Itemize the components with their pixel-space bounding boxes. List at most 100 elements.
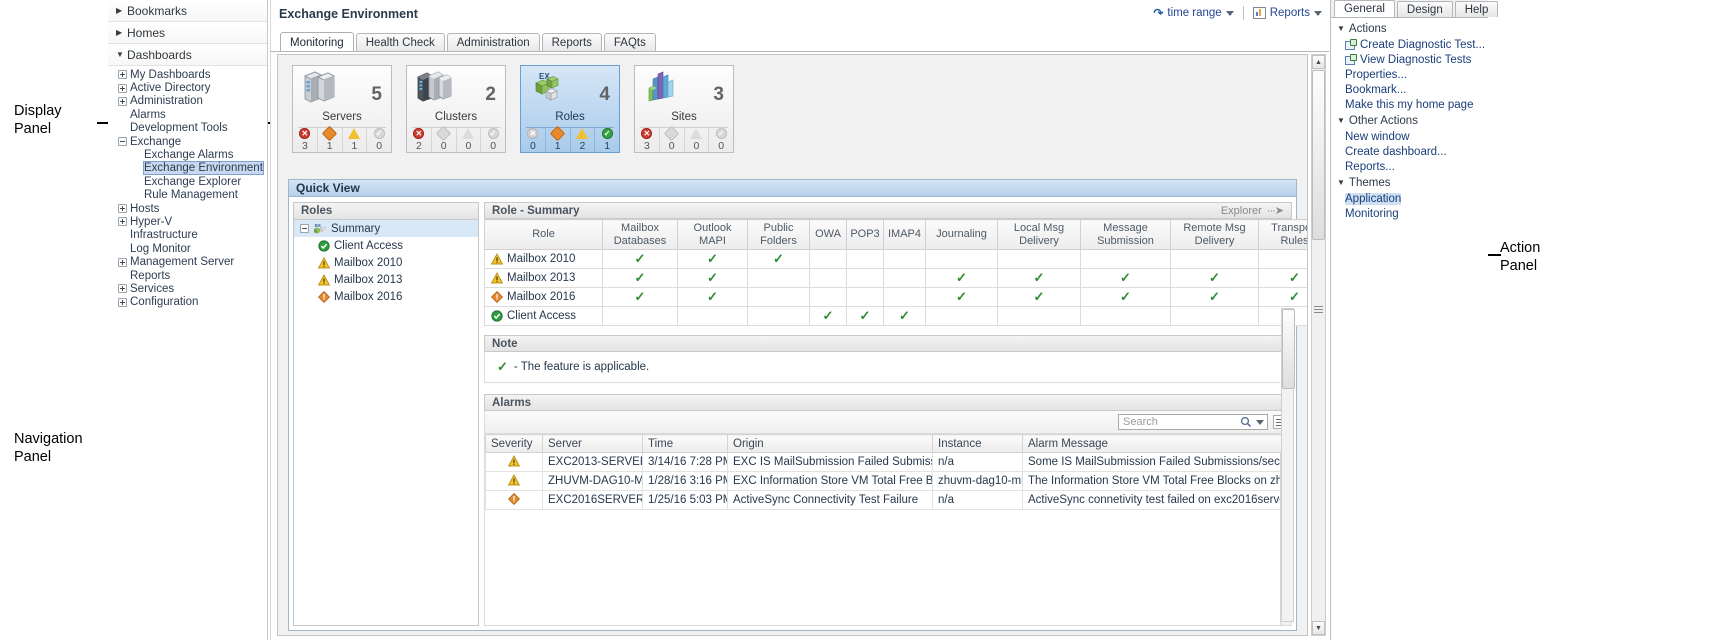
action-item-create-diagnostic-test[interactable]: Create Diagnostic Test... [1331, 37, 1488, 52]
expand-icon[interactable] [118, 297, 127, 307]
explorer-button[interactable]: Explorer ···➤ [1217, 204, 1287, 218]
role-item-mailbox-2016[interactable]: Mailbox 2016 [294, 288, 478, 305]
card-stat-crit[interactable]: 0 [521, 128, 545, 152]
status-card-sites[interactable]: 3 Sites 3 0 0 0 [634, 65, 734, 153]
action-tab-design[interactable]: Design [1396, 1, 1453, 17]
expand-icon[interactable] [118, 96, 127, 106]
nav-item-exchange-environment[interactable]: Exchange Environment [108, 161, 267, 176]
nav-group-dashboards[interactable]: ▼ Dashboards [108, 44, 267, 66]
expand-icon[interactable] [118, 70, 127, 80]
role-item-mailbox-2010[interactable]: Mailbox 2010 [294, 254, 478, 271]
nav-item-exchange-alarms[interactable]: Exchange Alarms [108, 148, 267, 161]
action-item-view-diagnostic-tests[interactable]: View Diagnostic Tests [1331, 52, 1488, 67]
nav-item-hyper-v[interactable]: Hyper-V [108, 215, 267, 228]
card-stat-ok[interactable]: 1 [594, 128, 619, 152]
nav-item-reports[interactable]: Reports [108, 269, 267, 282]
card-stat-fatal[interactable]: 1 [544, 125, 570, 152]
card-stat-fatal[interactable]: 0 [430, 125, 456, 152]
nav-item-administration[interactable]: Administration [108, 95, 267, 108]
display-scrollbar[interactable]: ▲ ▼ [1311, 54, 1326, 636]
expand-icon[interactable] [118, 204, 127, 214]
table-row[interactable]: Mailbox 2013✓✓✓✓✓✓✓✓ [484, 268, 1307, 288]
status-card-servers[interactable]: 5 Servers 3 1 1 0 [292, 65, 392, 153]
time-range-button[interactable]: ↷ time range [1153, 6, 1234, 20]
role-item-client-access[interactable]: Client Access [294, 237, 478, 254]
role-item-mailbox-2013[interactable]: Mailbox 2013 [294, 271, 478, 288]
nav-item-exchange[interactable]: Exchange [108, 135, 267, 148]
nav-item-exchange-explorer[interactable]: Exchange Explorer [108, 175, 267, 188]
action-section-themes[interactable]: ▼ Themes [1331, 174, 1488, 191]
alarms-search-input[interactable]: Search [1118, 414, 1268, 430]
scroll-up-arrow[interactable]: ▲ [1312, 55, 1325, 69]
alarms-col-severity[interactable]: Severity [485, 434, 543, 453]
expand-icon[interactable] [118, 217, 127, 227]
tab-monitoring[interactable]: Monitoring [280, 32, 354, 52]
action-tab-general[interactable]: General [1334, 0, 1395, 17]
card-stat-warn[interactable]: 0 [683, 128, 709, 152]
action-item-properties[interactable]: Properties... [1331, 67, 1488, 82]
expand-icon[interactable] [118, 83, 127, 93]
action-item-new-window[interactable]: New window [1331, 129, 1488, 144]
table-row[interactable]: Mailbox 2010 ✓ ✓ ✓ [484, 249, 1307, 269]
nav-item-infrastructure[interactable]: Infrastructure [108, 229, 267, 242]
card-stat-ok[interactable]: 0 [366, 128, 391, 152]
scroll-down-arrow[interactable]: ▼ [1312, 621, 1325, 635]
alarms-col-origin[interactable]: Origin [727, 434, 933, 453]
card-stat-ok[interactable]: 0 [480, 128, 505, 152]
card-stat-crit[interactable]: 3 [293, 128, 317, 152]
quick-view-scrollbar-thumb[interactable] [1282, 309, 1295, 389]
alarms-col-server[interactable]: Server [542, 434, 643, 453]
tab-reports[interactable]: Reports [541, 33, 602, 52]
nav-item-management-server[interactable]: Management Server [108, 255, 267, 268]
card-stat-warn[interactable]: 1 [341, 128, 367, 152]
tab-faqts[interactable]: FAQts [603, 33, 656, 52]
nav-item-active-directory[interactable]: Active Directory [108, 81, 267, 94]
card-stat-warn[interactable]: 2 [569, 128, 595, 152]
quick-view-scrollbar[interactable] [1281, 308, 1295, 622]
alarms-col-time[interactable]: Time [642, 434, 728, 453]
action-item-make-this-my-home-page[interactable]: Make this my home page [1331, 97, 1488, 112]
nav-item-rule-management[interactable]: Rule Management [108, 189, 267, 202]
action-section-actions[interactable]: ▼ Actions [1331, 20, 1488, 37]
table-row[interactable]: EXC2013-SERVER 3/14/16 7:28 PM EXC IS Mail… [485, 452, 1291, 472]
action-tab-help[interactable]: Help [1454, 1, 1499, 17]
action-item-monitoring[interactable]: Monitoring [1331, 206, 1488, 221]
nav-item-configuration[interactable]: Configuration [108, 296, 267, 309]
card-stat-crit[interactable]: 3 [635, 128, 659, 152]
action-item-application[interactable]: Application [1331, 191, 1488, 206]
nav-group-bookmarks[interactable]: ▶ Bookmarks [108, 0, 267, 22]
alarms-col-alarm-message[interactable]: Alarm Message [1022, 434, 1291, 453]
expand-icon[interactable] [118, 257, 127, 267]
collapse-icon[interactable] [118, 137, 127, 147]
chevron-down-icon[interactable] [1256, 420, 1264, 425]
display-scrollbar-thumb[interactable] [1312, 70, 1325, 240]
table-row[interactable]: Client Access ✓ ✓ ✓ [484, 306, 1307, 326]
nav-item-log-monitor[interactable]: Log Monitor [108, 242, 267, 255]
status-card-clusters[interactable]: 2 Clusters 2 0 0 0 [406, 65, 506, 153]
card-stat-ok[interactable]: 0 [708, 128, 733, 152]
nav-item-development-tools[interactable]: Development Tools [108, 122, 267, 135]
alarms-col-instance[interactable]: Instance [932, 434, 1023, 453]
status-card-roles[interactable]: EX 4 Roles 0 1 2 1 [520, 65, 620, 153]
action-item-bookmark[interactable]: Bookmark... [1331, 82, 1488, 97]
nav-item-alarms[interactable]: Alarms [108, 108, 267, 121]
table-row[interactable]: EXC2016SERVER 1/25/16 5:03 PM ActiveSync C… [485, 490, 1291, 510]
nav-item-my-dashboards[interactable]: My Dashboards [108, 68, 267, 81]
card-stat-fatal[interactable]: 1 [316, 125, 342, 152]
collapse-icon[interactable] [300, 224, 309, 233]
role-item-summary[interactable]: EX Summary [294, 220, 478, 237]
nav-group-homes[interactable]: ▶ Homes [108, 22, 267, 44]
tab-administration[interactable]: Administration [446, 33, 540, 52]
table-row[interactable]: Mailbox 2016✓✓✓✓✓✓✓✓ [484, 287, 1307, 307]
nav-item-services[interactable]: Services [108, 282, 267, 295]
nav-item-hosts[interactable]: Hosts [108, 202, 267, 215]
card-stat-fatal[interactable]: 0 [658, 125, 684, 152]
card-stat-warn[interactable]: 0 [455, 128, 481, 152]
action-section-other-actions[interactable]: ▼ Other Actions [1331, 112, 1488, 129]
reports-button[interactable]: Reports [1252, 7, 1322, 19]
action-item-create-dashboard[interactable]: Create dashboard... [1331, 144, 1488, 159]
action-item-reports[interactable]: Reports... [1331, 159, 1488, 174]
expand-icon[interactable] [118, 284, 127, 294]
card-stat-crit[interactable]: 2 [407, 128, 431, 152]
